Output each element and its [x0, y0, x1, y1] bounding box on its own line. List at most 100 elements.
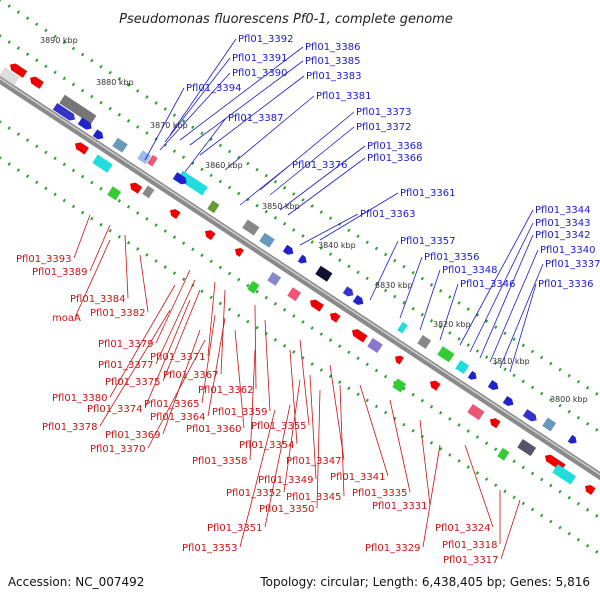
gene-block [397, 321, 408, 334]
gene-feature-5 [77, 117, 92, 130]
gene-block [267, 272, 282, 286]
forward-leader-line [369, 240, 399, 301]
reverse-leader-line [264, 404, 291, 528]
gene-block [112, 137, 128, 153]
gene-block [287, 287, 302, 302]
kbp-tick-label: 3850 kbp [262, 202, 300, 211]
gene-block [437, 346, 455, 363]
gene-feature-15 [282, 244, 294, 255]
reverse-leader-line [144, 299, 191, 409]
gene-feature-22 [437, 346, 455, 363]
gene-feature-12 [207, 200, 220, 214]
forward-leader-line [479, 234, 534, 359]
gene-feature-24 [467, 370, 477, 380]
forward-gene-arrow [567, 434, 577, 444]
gene-feature-19 [352, 294, 364, 305]
reverse-leader-line [220, 289, 226, 375]
gene-feature-3 [59, 94, 97, 125]
reverse-gene-arrow [490, 418, 501, 429]
reverse-gene-label: moaA [52, 313, 81, 324]
gene-block [137, 150, 152, 165]
reverse-gene-label: Pfl01_3377 [98, 360, 154, 371]
gene-feature-47 [517, 439, 537, 457]
reverse-leader-line [155, 279, 196, 365]
gene-feature-18 [342, 286, 354, 297]
reverse-leader-line [309, 374, 317, 480]
gene-feature-53 [392, 378, 407, 393]
reverse-leader-line [264, 319, 271, 412]
gene-feature-37 [267, 272, 282, 286]
gene-feature-17 [315, 265, 333, 282]
forward-leader-line [164, 57, 231, 143]
forward-gene-label: Pfl01_3343 [535, 218, 591, 229]
reverse-leader-line [74, 239, 111, 318]
gene-block [242, 219, 260, 236]
forward-leader-line [419, 269, 441, 331]
gene-feature-49 [552, 464, 577, 485]
kbp-tick-label: 3800 kbp [550, 395, 588, 404]
gene-feature-52 [247, 280, 260, 294]
gene-feature-26 [502, 395, 514, 406]
forward-leader-line [439, 283, 459, 341]
forward-gene-label: Pfl01_3394 [186, 83, 242, 94]
map-title: Pseudomonas fluorescens Pf0-1, complete … [119, 12, 453, 27]
reverse-gene-label: Pfl01_3354 [239, 440, 295, 451]
gene-feature-50 [585, 484, 596, 495]
forward-gene-arrow [77, 117, 92, 130]
forward-gene-label: Pfl01_3340 [540, 245, 596, 256]
gene-block [497, 447, 510, 461]
dot-track-1 [0, 34, 600, 434]
gene-block [92, 154, 113, 173]
forward-gene-arrow [467, 370, 477, 380]
gene-block [367, 338, 383, 353]
reverse-gene-label: Pfl01_3380 [52, 393, 108, 404]
reverse-gene-label: Pfl01_3393 [16, 254, 72, 265]
reverse-gene-label: Pfl01_3335 [352, 488, 408, 499]
forward-gene-arrow [282, 244, 294, 255]
reverse-gene-label: Pfl01_3329 [365, 543, 421, 554]
reverse-gene-label: Pfl01_3352 [226, 488, 282, 499]
forward-gene-arrow [502, 395, 514, 406]
reverse-leader-line [73, 214, 91, 259]
gene-feature-0 [10, 63, 28, 78]
gene-block [207, 200, 220, 214]
reverse-gene-label: Pfl01_3362 [198, 385, 254, 396]
reverse-gene-label: Pfl01_3359 [212, 407, 268, 418]
reverse-gene-label: Pfl01_3369 [105, 430, 161, 441]
reverse-gene-label: Pfl01_3374 [87, 404, 143, 415]
reverse-gene-arrow [205, 230, 216, 241]
forward-gene-label: Pfl01_3373 [356, 107, 412, 118]
reverse-gene-label: Pfl01_3351 [207, 523, 263, 534]
forward-gene-label: Pfl01_3344 [535, 205, 591, 216]
gene-feature-10 [177, 170, 208, 196]
forward-leader-line [319, 192, 399, 241]
forward-leader-line [499, 263, 544, 369]
forward-leader-line [239, 164, 291, 206]
gene-feature-38 [287, 287, 302, 302]
reverse-leader-line [464, 444, 494, 528]
reverse-gene-label: Pfl01_3360 [186, 424, 242, 435]
reverse-gene-label: Pfl01_3370 [90, 444, 146, 455]
gene-block [417, 335, 432, 349]
reverse-gene-label: Pfl01_3384 [70, 294, 126, 305]
gene-feature-45 [467, 404, 485, 421]
reverse-leader-line [162, 329, 201, 435]
reverse-gene-label: Pfl01_3389 [32, 267, 88, 278]
forward-gene-arrow [352, 294, 364, 305]
gene-feature-23 [455, 360, 470, 374]
gene-feature-32 [130, 182, 143, 194]
forward-gene-arrow [172, 172, 187, 185]
reverse-leader-line [329, 364, 345, 461]
gene-feature-42 [367, 338, 383, 353]
reverse-gene-arrow [330, 312, 341, 323]
reverse-leader-line [249, 349, 256, 461]
reverse-leader-line [299, 339, 310, 426]
reverse-gene-label: Pfl01_3367 [163, 370, 219, 381]
gene-features [0, 63, 596, 495]
forward-leader-line [459, 209, 534, 346]
forward-gene-label: Pfl01_3392 [238, 34, 294, 45]
forward-gene-label: Pfl01_3372 [356, 122, 412, 133]
forward-leader-line [189, 60, 304, 146]
reverse-leader-line [239, 409, 276, 548]
reverse-leader-line [139, 254, 149, 313]
